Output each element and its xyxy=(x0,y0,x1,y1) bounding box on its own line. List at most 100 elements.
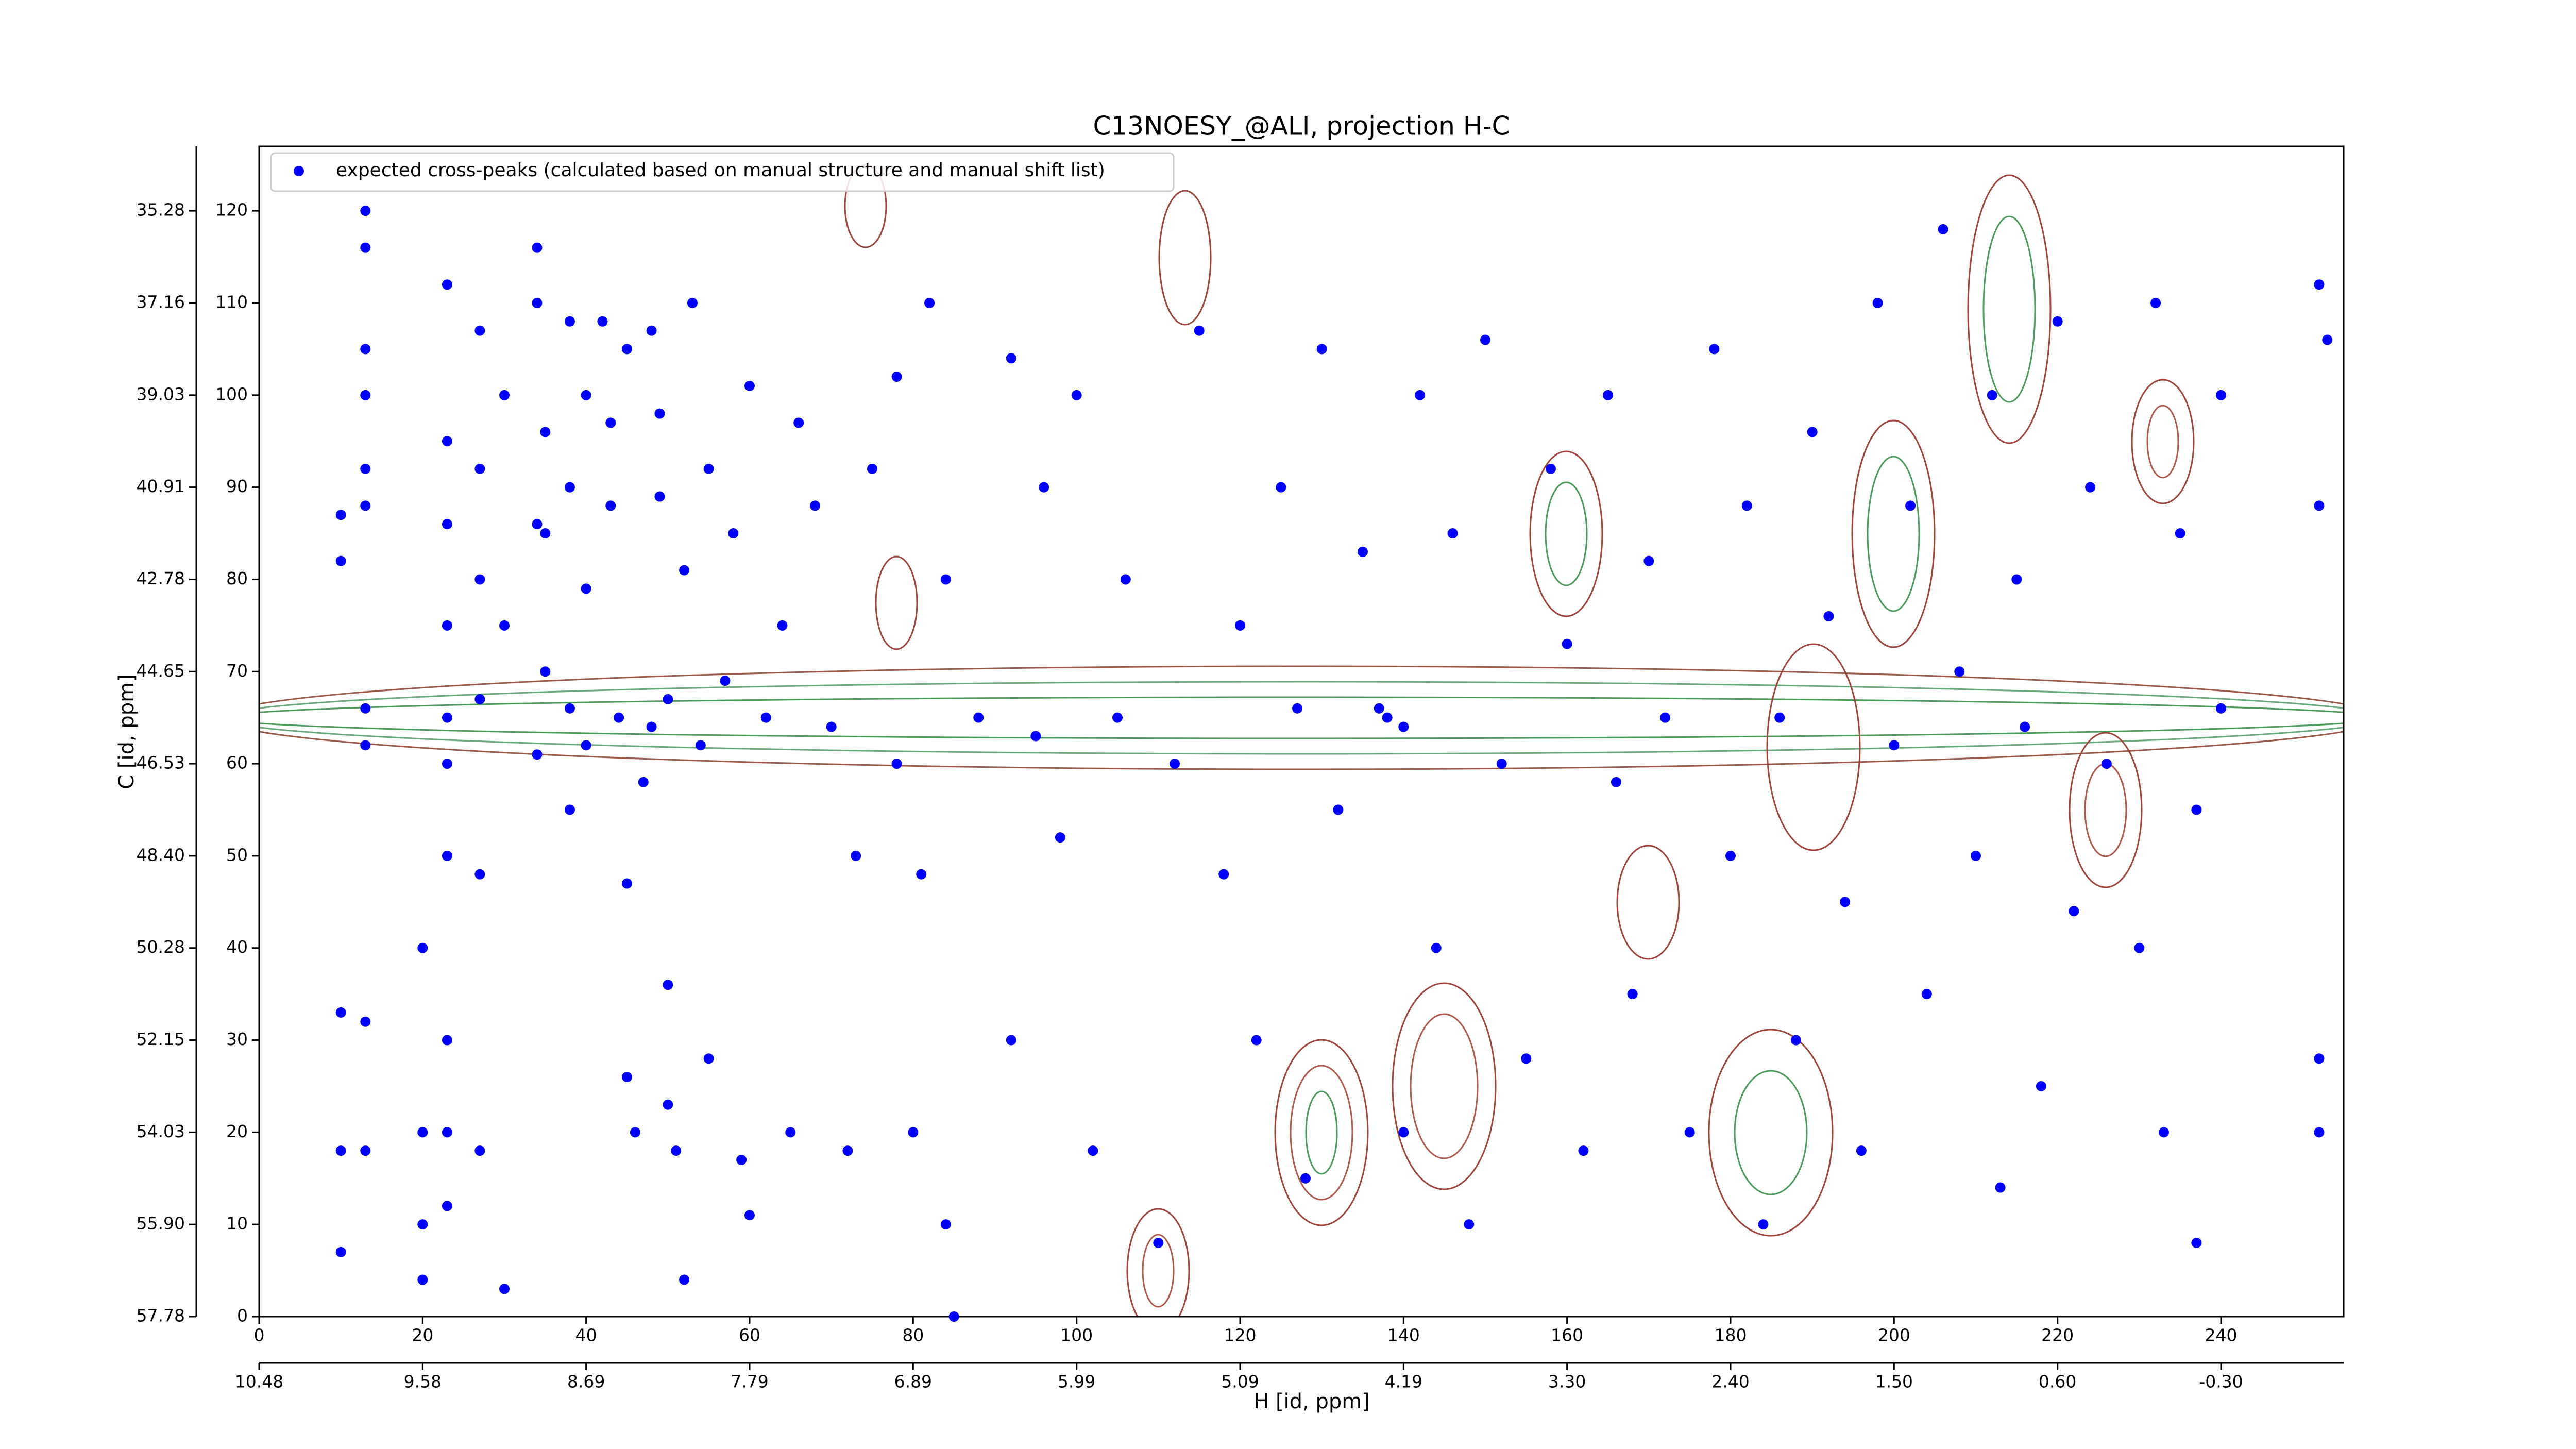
cross-peak xyxy=(1741,500,1752,511)
cross-peak xyxy=(809,500,820,511)
cross-peak xyxy=(360,463,371,474)
x-tick-label: 20 xyxy=(412,1325,433,1345)
y2-tick-label: 42.78 xyxy=(137,568,185,588)
cross-peak xyxy=(2175,528,2185,539)
x2-tick-label: 5.99 xyxy=(1058,1372,1095,1392)
cross-peak xyxy=(973,712,984,723)
cross-peak xyxy=(695,740,706,751)
cross-peak xyxy=(442,1035,452,1046)
cross-peak xyxy=(335,1145,346,1156)
cross-peak xyxy=(605,500,616,511)
cross-peak xyxy=(442,850,452,861)
cross-peak xyxy=(474,694,485,704)
cross-peak xyxy=(744,1210,755,1221)
y2-tick-label: 57.78 xyxy=(137,1306,185,1326)
cross-peak xyxy=(605,417,616,428)
x-tick-label: 220 xyxy=(2041,1325,2074,1345)
cross-peak xyxy=(2216,703,2226,714)
x-tick-label: 200 xyxy=(1878,1325,1910,1345)
cross-peak xyxy=(1398,1127,1409,1138)
x2-tick-label: 6.89 xyxy=(894,1372,932,1392)
cross-peak xyxy=(1088,1145,1098,1156)
cross-peak xyxy=(2011,574,2022,585)
cross-peak xyxy=(1292,703,1303,714)
cross-peak xyxy=(442,279,452,290)
cross-peak xyxy=(1358,546,1368,557)
cross-peak xyxy=(654,491,665,502)
cross-peak xyxy=(564,316,575,327)
scatter-points xyxy=(335,206,2333,1322)
cross-peak xyxy=(417,1127,428,1138)
cross-peak xyxy=(474,574,485,585)
cross-peak xyxy=(532,242,543,253)
x-tick-label: 0 xyxy=(254,1325,265,1345)
x2-tick-label: 5.09 xyxy=(1221,1372,1259,1392)
cross-peak xyxy=(646,721,657,732)
cross-peak xyxy=(335,1007,346,1018)
y-tick-label: 80 xyxy=(226,568,248,588)
cross-peak xyxy=(1251,1035,1262,1046)
cross-peak xyxy=(622,1072,632,1083)
x2-tick-label: 8.69 xyxy=(567,1372,605,1392)
y2-tick-label: 37.16 xyxy=(137,292,185,312)
y-tick-label: 90 xyxy=(226,476,248,496)
cross-peak xyxy=(2322,334,2333,345)
cross-peak xyxy=(630,1127,640,1138)
cross-peak xyxy=(908,1127,919,1138)
y-axis-label: C [id, ppm] xyxy=(115,674,139,789)
cross-peak xyxy=(2069,906,2079,917)
legend-marker xyxy=(294,166,304,176)
cross-peak xyxy=(891,759,902,769)
cross-peak xyxy=(728,528,739,539)
cross-peak xyxy=(2314,1053,2325,1064)
cross-peak xyxy=(1120,574,1131,585)
cross-peak xyxy=(360,703,371,714)
cross-peak xyxy=(720,676,731,686)
cross-peak xyxy=(499,620,510,631)
cross-peak xyxy=(1872,297,1883,308)
cross-peak xyxy=(1030,731,1041,742)
x2-tick-label: 9.58 xyxy=(404,1372,442,1392)
cross-peak xyxy=(622,878,632,889)
legend: expected cross-peaks (calculated based o… xyxy=(270,152,1175,192)
cross-peak xyxy=(442,712,452,723)
cross-peak xyxy=(793,417,804,428)
y-tick-label: 60 xyxy=(226,753,248,773)
cross-peak xyxy=(417,942,428,953)
cross-peak xyxy=(646,325,657,336)
cross-peak xyxy=(703,1053,714,1064)
cross-peak xyxy=(360,344,371,355)
cross-peak xyxy=(581,390,591,400)
cross-peak xyxy=(417,1219,428,1230)
cross-peak xyxy=(335,555,346,566)
cross-peak xyxy=(1889,740,1900,751)
cross-peak xyxy=(474,869,485,880)
cross-peak xyxy=(474,463,485,474)
y2-tick-label: 54.03 xyxy=(137,1121,185,1141)
cross-peak xyxy=(867,463,877,474)
cross-peak xyxy=(2314,500,2325,511)
cross-peak xyxy=(940,574,951,585)
cross-peak xyxy=(1480,334,1490,345)
cross-peak xyxy=(1464,1219,1475,1230)
cross-peak xyxy=(2052,316,2063,327)
x-tick-label: 180 xyxy=(1715,1325,1747,1345)
cross-peak xyxy=(360,242,371,253)
cross-peak xyxy=(442,1201,452,1211)
y2-tick-label: 50.28 xyxy=(137,937,185,957)
cross-peak xyxy=(597,316,608,327)
y-tick-label: 120 xyxy=(215,200,248,220)
cross-peak xyxy=(1611,777,1621,787)
cross-peak xyxy=(1447,528,1458,539)
cross-peak xyxy=(2314,1127,2325,1138)
cross-peak xyxy=(891,372,902,382)
x-axis-label: H [id, ppm] xyxy=(1253,1390,1370,1413)
cross-peak xyxy=(679,1274,690,1285)
cross-peak xyxy=(654,408,665,419)
cross-peak xyxy=(679,565,690,576)
y2-tick-label: 52.15 xyxy=(137,1029,185,1049)
cross-peak xyxy=(442,519,452,530)
cross-peak xyxy=(1112,712,1123,723)
legend-label: expected cross-peaks (calculated based o… xyxy=(336,160,1105,181)
